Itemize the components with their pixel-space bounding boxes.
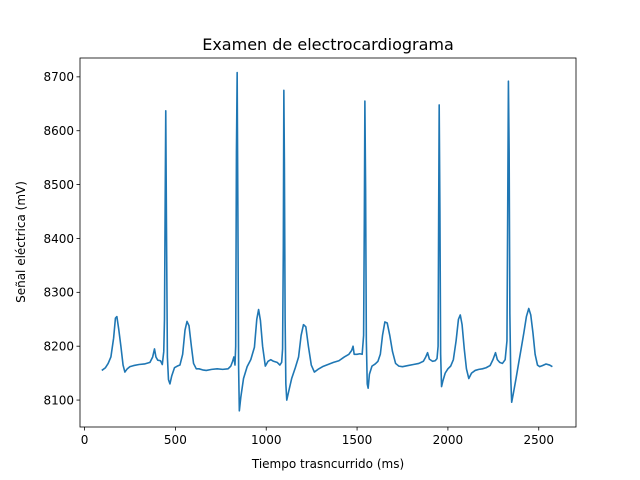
y-tick-label: 8600 [43,124,74,138]
y-tick-label: 8100 [43,393,74,407]
y-axis: 8100 8200 8300 8400 8500 8600 8700 [43,70,80,407]
x-tick-label: 2000 [433,433,464,447]
x-tick-label: 1500 [342,433,373,447]
y-tick-label: 8200 [43,339,74,353]
plot-area: 8100 8200 8300 8400 8500 8600 8700 0 500 1000 150… [43,57,577,447]
x-axis: 0 500 1000 1500 2000 2500 [81,427,554,447]
y-axis-label: Señal eléctrica (mV) [14,181,28,303]
x-tick-label: 500 [164,433,187,447]
x-tick-label: 0 [81,433,89,447]
plot-frame [79,57,577,428]
y-tick-label: 8400 [43,232,74,246]
chart-title: Examen de electrocardiograma [202,35,454,54]
x-axis-label: Tiempo trasncurrido (ms) [251,457,404,471]
y-tick-label: 8500 [43,178,74,192]
series-line-0 [101,71,553,412]
y-tick-label: 8700 [43,70,74,84]
series-layer [101,71,553,412]
x-tick-label: 1000 [251,433,282,447]
y-tick-label: 8300 [43,286,74,300]
x-tick-label: 2500 [523,433,554,447]
